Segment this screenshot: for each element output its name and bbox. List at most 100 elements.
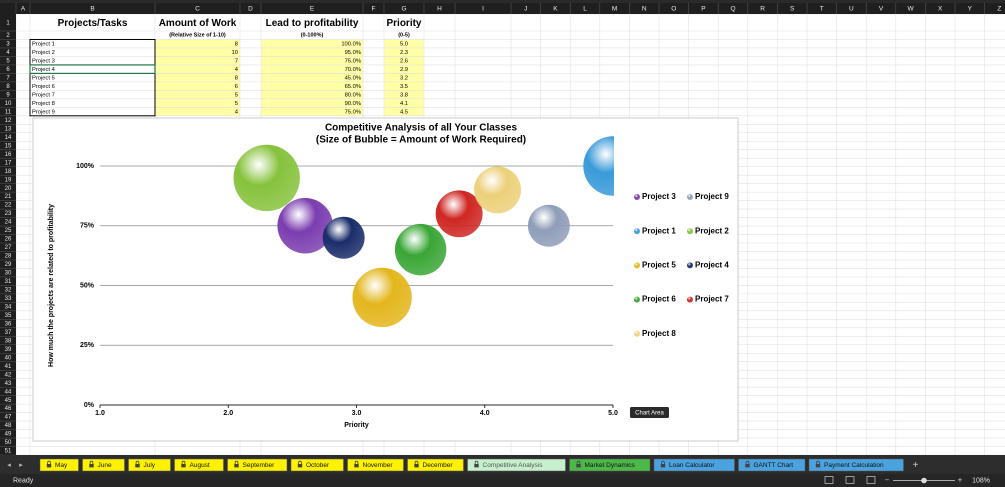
column-letter: Q xyxy=(730,6,735,13)
row-number: 24 xyxy=(5,220,12,226)
y-axis-title: How much the projects are related to pro… xyxy=(48,204,55,367)
cell-fill xyxy=(155,39,240,116)
table-cell: 5 xyxy=(235,101,238,107)
view-button[interactable] xyxy=(824,476,834,484)
legend-label: Project 9 xyxy=(695,192,729,201)
bubble xyxy=(583,136,614,196)
cell-fill xyxy=(384,39,424,116)
row-number: 29 xyxy=(5,262,12,268)
table-cell: 75.0% xyxy=(345,59,361,65)
row-number: 11 xyxy=(5,109,12,115)
sheet-tab[interactable] xyxy=(174,458,224,472)
sheet-tab-label[interactable]: September xyxy=(243,462,276,469)
table-cell: 10 xyxy=(232,50,238,56)
sheet-tab-label[interactable]: June xyxy=(98,462,112,469)
tab-scroll-left[interactable]: ◂ xyxy=(7,462,11,469)
table-cell: 5.0 xyxy=(400,42,408,48)
view-button[interactable] xyxy=(866,476,876,484)
sheet-tab-label[interactable]: November xyxy=(363,462,394,469)
sheet-tab-label[interactable]: Market Dynamics xyxy=(585,462,636,469)
lock-icon xyxy=(414,460,419,468)
row-number: 10 xyxy=(5,101,12,107)
sheet-tab-label[interactable]: August xyxy=(190,462,210,469)
row-number: 17 xyxy=(5,160,12,166)
sheet-tab-label[interactable]: July xyxy=(144,462,156,469)
sheet-tab[interactable] xyxy=(407,458,464,472)
tooltip: Chart Area xyxy=(635,410,664,416)
row-number: 50 xyxy=(5,440,12,446)
row-number: 28 xyxy=(5,254,12,260)
tab-scroll-right[interactable]: ▸ xyxy=(19,462,23,469)
lock-shackle xyxy=(47,460,51,464)
sheet-tab-label[interactable]: October xyxy=(306,462,330,469)
cell-fill xyxy=(261,39,363,116)
zoom-in[interactable]: + xyxy=(958,476,963,485)
lock-shackle xyxy=(576,460,581,464)
column-letter: Y xyxy=(968,6,973,13)
lock-body xyxy=(297,464,303,468)
row-number: 40 xyxy=(5,355,12,361)
row-number: 14 xyxy=(5,135,12,141)
sheet-tab-label[interactable]: Payment Calculation xyxy=(824,462,884,469)
legend-label: Project 6 xyxy=(642,295,676,304)
row-number: 35 xyxy=(5,313,12,319)
zoom-level: 108% xyxy=(972,477,990,484)
table-cell: 65.0% xyxy=(345,84,361,90)
sheet-tab[interactable] xyxy=(39,458,79,472)
sheet-tab-label[interactable]: Loan Calculator xyxy=(669,462,715,469)
table-cell: 45.0% xyxy=(345,75,361,81)
row-number: 23 xyxy=(5,211,12,217)
column-letter: B xyxy=(90,6,94,13)
row-number: 26 xyxy=(5,237,12,243)
table-cell: 4 xyxy=(235,67,239,73)
lock-body xyxy=(660,464,666,468)
table-cell: Project 1 xyxy=(32,42,55,48)
table-cell: 3.5 xyxy=(400,84,408,90)
sheet-tab[interactable] xyxy=(467,458,566,472)
x-axis-title: Priority xyxy=(344,422,369,429)
view-button[interactable] xyxy=(845,476,855,484)
bubble xyxy=(277,197,333,254)
table-cell: Project 3 xyxy=(32,59,55,65)
column-letter: S xyxy=(790,6,795,13)
sheet-tab[interactable] xyxy=(569,458,651,472)
table-cell: 95.0% xyxy=(345,50,361,56)
header-note: (Relative Size of 1-10) xyxy=(169,33,226,39)
sheet-tab[interactable] xyxy=(653,458,735,472)
lock-shackle xyxy=(234,460,239,464)
lock-shackle xyxy=(661,460,665,464)
column-letter: E xyxy=(310,6,315,13)
add-sheet[interactable]: + xyxy=(913,460,919,471)
legend-label: Project 2 xyxy=(695,226,729,235)
sheet-tab-label[interactable]: May xyxy=(55,462,68,469)
table-cell: 75.0% xyxy=(345,109,361,115)
sheet-tab[interactable] xyxy=(738,458,806,472)
bubble xyxy=(233,144,300,212)
lock-shackle xyxy=(745,460,750,464)
lock-body xyxy=(745,464,750,468)
zoom-out[interactable]: − xyxy=(885,476,890,485)
sheet-tab[interactable] xyxy=(808,458,904,472)
lock-body xyxy=(181,464,186,468)
table-cell: Project 2 xyxy=(32,50,55,56)
sheet-tab[interactable] xyxy=(290,458,344,472)
header-cell: Priority xyxy=(386,18,421,29)
bubble xyxy=(527,204,570,247)
sheet-tab-label[interactable]: GANTT Chart xyxy=(754,462,794,469)
sheet-tab[interactable] xyxy=(227,458,288,472)
sheet-tab-label[interactable]: Competitive Analysis xyxy=(483,462,544,469)
bubbles xyxy=(233,136,614,328)
table-cell: Project 8 xyxy=(32,101,55,107)
y-tick-label: 25% xyxy=(80,342,95,349)
column-letter: X xyxy=(938,6,943,13)
zoom-thumb[interactable] xyxy=(921,477,927,484)
x-tick-label: 5.0 xyxy=(608,410,618,417)
x-tick-label: 2.0 xyxy=(223,410,233,417)
sheet-tab[interactable] xyxy=(347,458,404,472)
sheet-tab-label[interactable]: December xyxy=(423,462,454,469)
column-letter: Z xyxy=(997,6,1001,13)
column-letter: F xyxy=(372,6,376,13)
lock-body xyxy=(354,464,359,468)
row-number: 15 xyxy=(5,143,12,149)
